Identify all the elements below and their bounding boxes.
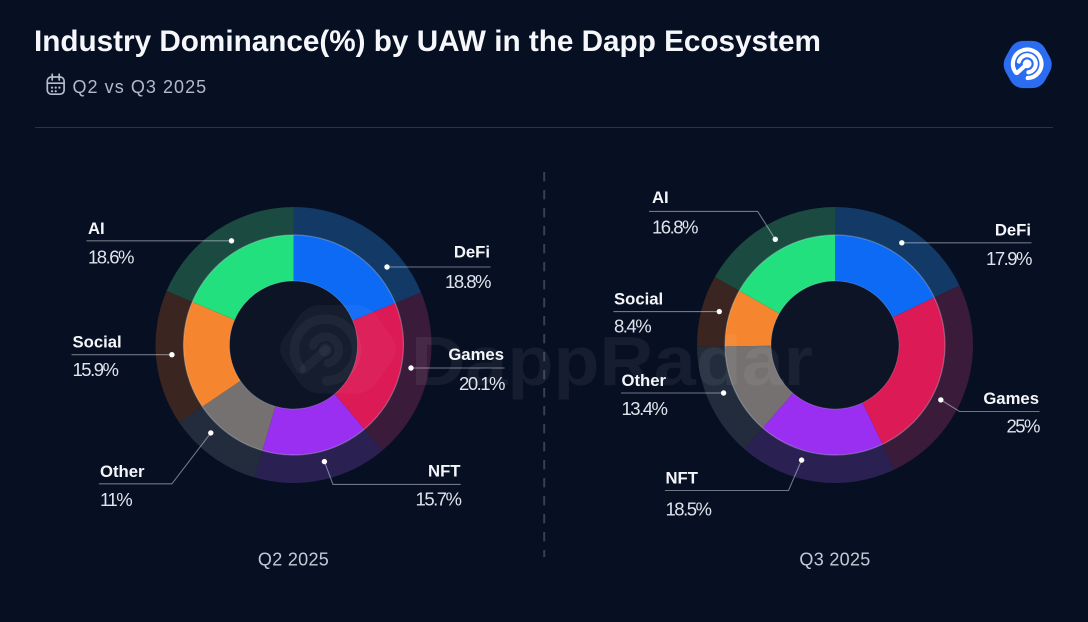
svg-text:Games: Games bbox=[983, 389, 1039, 408]
svg-text:Q2 2025: Q2 2025 bbox=[258, 549, 329, 569]
svg-text:25%: 25% bbox=[1006, 416, 1040, 437]
svg-text:AI: AI bbox=[652, 188, 669, 207]
svg-text:18.6%: 18.6% bbox=[88, 247, 134, 268]
svg-text:DappRadar: DappRadar bbox=[411, 322, 813, 400]
svg-text:15.9%: 15.9% bbox=[73, 359, 119, 380]
svg-text:DeFi: DeFi bbox=[995, 221, 1031, 240]
svg-text:13.4%: 13.4% bbox=[622, 398, 668, 419]
svg-text:Q2 vs Q3 2025: Q2 vs Q3 2025 bbox=[73, 77, 208, 97]
svg-text:11%: 11% bbox=[100, 489, 132, 510]
svg-text:15.7%: 15.7% bbox=[416, 489, 462, 510]
svg-text:Social: Social bbox=[614, 290, 663, 309]
svg-text:8.4%: 8.4% bbox=[614, 316, 651, 337]
svg-text:16.8%: 16.8% bbox=[652, 217, 698, 238]
svg-text:18.8%: 18.8% bbox=[445, 271, 491, 292]
svg-text:17.9%: 17.9% bbox=[986, 248, 1032, 269]
svg-text:Games: Games bbox=[448, 345, 504, 364]
svg-text:Q3 2025: Q3 2025 bbox=[799, 549, 870, 569]
svg-text:DeFi: DeFi bbox=[454, 243, 490, 262]
svg-text:Other: Other bbox=[622, 371, 667, 390]
svg-text:20.1%: 20.1% bbox=[459, 373, 505, 394]
svg-text:18.5%: 18.5% bbox=[666, 499, 712, 520]
svg-text:NFT: NFT bbox=[666, 469, 699, 488]
svg-text:Social: Social bbox=[73, 333, 122, 352]
svg-text:AI: AI bbox=[88, 219, 105, 238]
svg-text:Other: Other bbox=[100, 462, 145, 481]
svg-text:Industry Dominance(%) by UAW i: Industry Dominance(%) by UAW in the Dapp… bbox=[34, 25, 821, 58]
svg-text:NFT: NFT bbox=[428, 462, 461, 481]
